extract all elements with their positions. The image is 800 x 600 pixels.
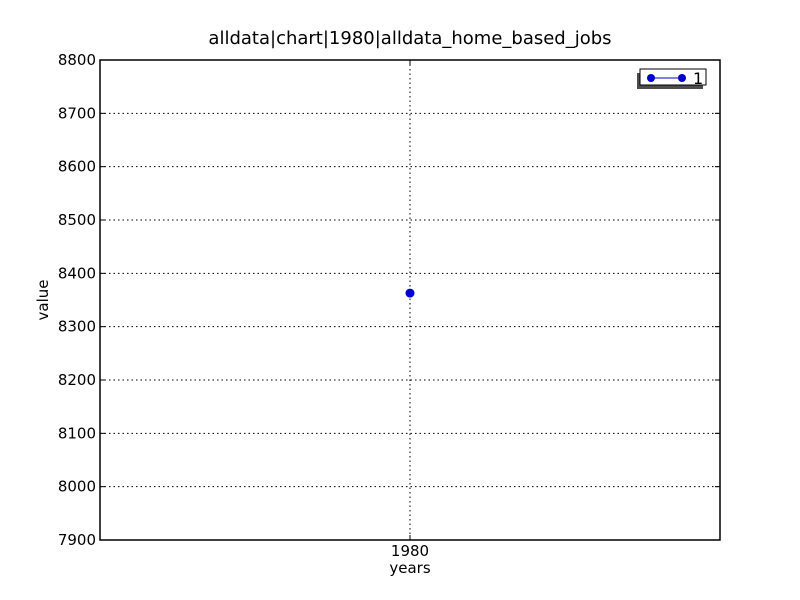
data-point	[405, 288, 415, 298]
y-axis-label: value	[34, 280, 52, 321]
y-tick-label: 7900	[58, 531, 96, 549]
y-tick-label: 8300	[58, 318, 96, 336]
y-tick-label: 8200	[58, 371, 96, 389]
y-tick-label: 8600	[58, 158, 96, 176]
chart-title: alldata|chart|1980|alldata_home_based_jo…	[208, 28, 611, 49]
plot-area-frame	[99, 59, 721, 541]
y-tick-label: 8500	[58, 211, 96, 229]
legend-entry-label: 1	[693, 69, 703, 88]
y-tick-label: 8800	[58, 51, 96, 69]
legend-marker	[678, 74, 686, 82]
legend-marker	[647, 74, 655, 82]
y-tick-label: 8100	[58, 424, 96, 442]
data-points	[405, 288, 415, 298]
legend-box	[639, 68, 707, 86]
x-axis-label: years	[389, 559, 430, 577]
y-axis-ticks: 7900 8000 8100 8200 8300 8400 8500 8600 8700 8800	[58, 51, 720, 549]
x-axis-ticks: 1980	[391, 60, 429, 560]
x-tick-label: 1980	[391, 542, 429, 560]
y-tick-label: 8400	[58, 264, 96, 282]
grid-lines	[100, 60, 720, 540]
legend: 1	[637, 68, 707, 89]
y-tick-label: 8000	[58, 478, 96, 496]
y-tick-label: 8700	[58, 104, 96, 122]
